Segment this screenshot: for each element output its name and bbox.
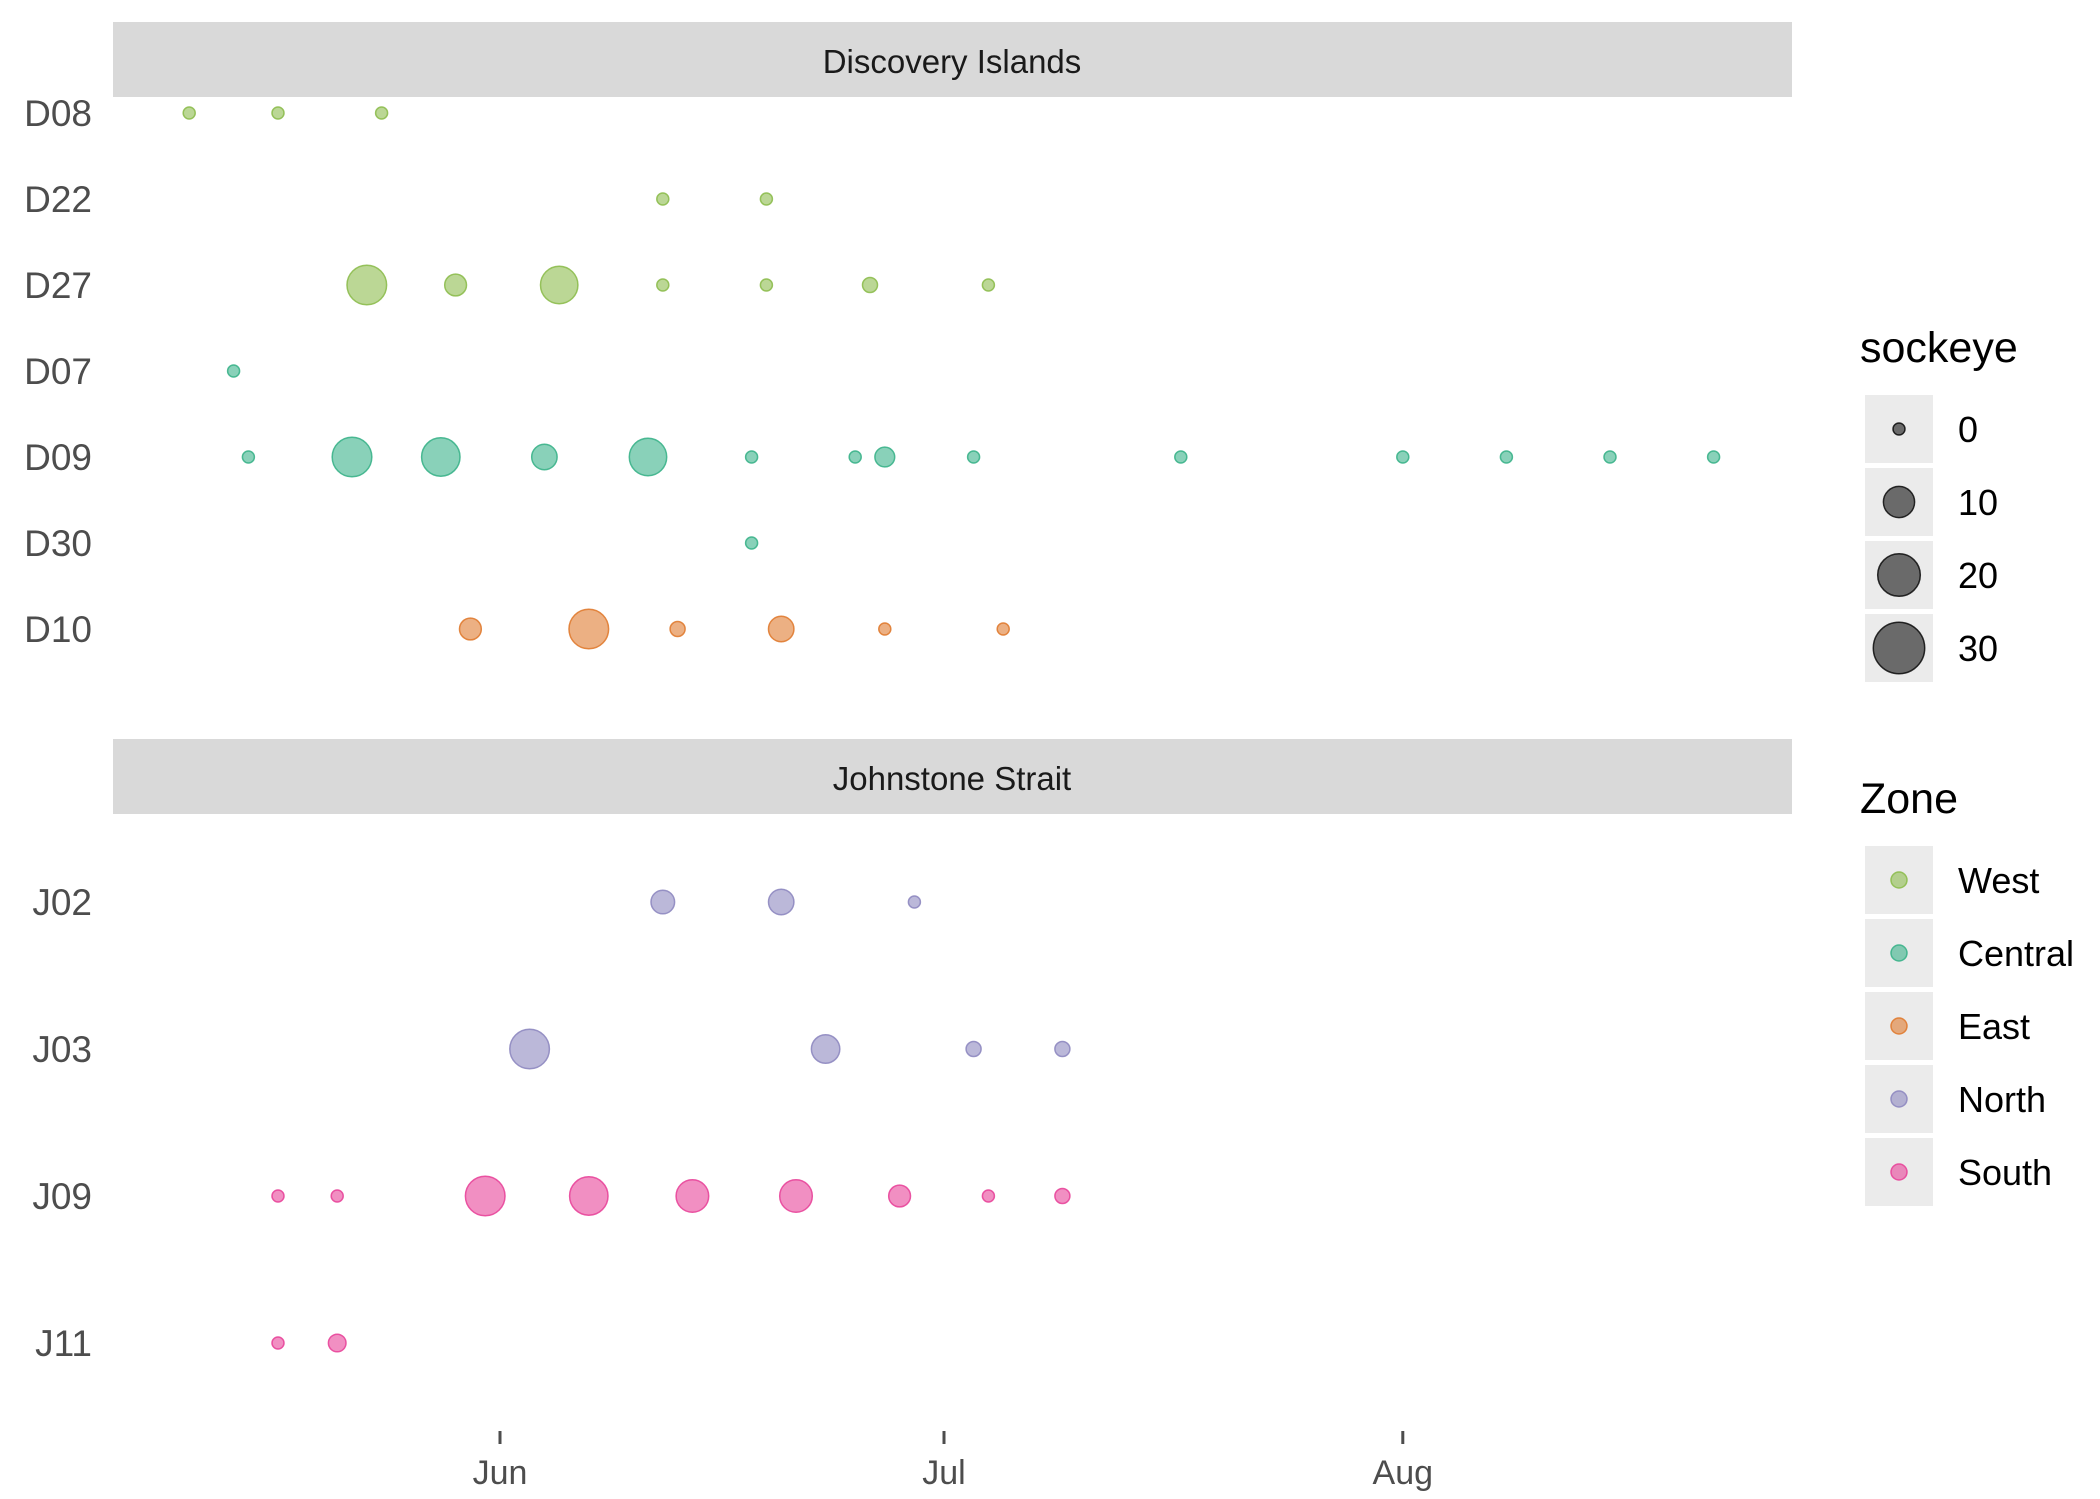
size-legend-label: 30 — [1958, 628, 1998, 669]
data-point — [966, 450, 981, 464]
data-point — [458, 617, 483, 641]
y-tick-label: D07 — [24, 351, 92, 392]
zone-legend-symbol — [1890, 1090, 1908, 1108]
zone-legend-symbol — [1890, 1163, 1908, 1181]
data-point — [981, 278, 996, 292]
x-axis: Jun Jul Aug — [473, 1431, 1433, 1492]
strip-johnstone-strait — [113, 739, 1792, 814]
data-point — [778, 1178, 814, 1214]
data-point — [981, 1189, 996, 1203]
strip-discovery-islands — [113, 22, 1792, 97]
size-legend-symbol — [1892, 422, 1906, 436]
data-point — [1054, 1187, 1071, 1205]
data-point — [1396, 450, 1410, 464]
data-point — [861, 276, 879, 294]
data-point — [443, 273, 468, 297]
data-point — [530, 443, 558, 471]
size-legend-label: 20 — [1958, 555, 1998, 596]
data-point — [182, 106, 196, 120]
data-point — [874, 446, 896, 468]
data-point — [271, 106, 285, 120]
data-point — [1603, 450, 1617, 464]
zone-legend-symbol — [1890, 871, 1908, 889]
size-legend-symbol — [1882, 485, 1916, 519]
data-point — [759, 278, 774, 292]
size-legend-label: 10 — [1958, 482, 1998, 523]
zone-legend-symbol — [1890, 1017, 1908, 1035]
size-legend-symbol — [1876, 552, 1922, 598]
zone-legend-label: North — [1958, 1079, 2046, 1120]
data-point — [767, 888, 795, 916]
data-point — [1499, 450, 1514, 464]
y-tick-label: D10 — [24, 609, 92, 650]
data-point — [374, 106, 389, 120]
zone-legend-label: East — [1958, 1006, 2030, 1047]
data-point — [241, 450, 256, 464]
y-tick-label: D27 — [24, 265, 92, 306]
strip-title-discovery-islands: Discovery Islands — [823, 43, 1082, 80]
size-legend-keys: 0 10 20 30 — [1865, 395, 1998, 682]
strip-title-johnstone-strait: Johnstone Strait — [833, 760, 1071, 797]
y-axis-tick-labels: D08 D22 D27 D07 D09 D30 D10 J02 J03 J09 J11 — [24, 93, 92, 1364]
data-point — [759, 192, 774, 206]
data-point — [1054, 1040, 1071, 1058]
y-tick-label: D08 — [24, 93, 92, 134]
data-point — [878, 622, 892, 636]
data-point — [346, 264, 388, 306]
data-point — [420, 437, 461, 477]
data-point — [271, 1189, 285, 1203]
size-legend-title: sockeye — [1860, 324, 2018, 372]
zone-legend: Zone West Central East North South — [1860, 775, 2074, 1206]
size-legend-symbol — [1872, 621, 1926, 675]
data-point — [568, 1176, 609, 1216]
y-tick-label: J03 — [32, 1029, 92, 1070]
y-tick-label: D22 — [24, 179, 92, 220]
data-point — [226, 364, 241, 378]
data-point — [887, 1184, 912, 1208]
x-tick-label: Jul — [922, 1454, 965, 1492]
data-point — [464, 1175, 506, 1217]
data-point — [767, 615, 795, 643]
data-point — [965, 1040, 982, 1058]
zone-legend-title: Zone — [1860, 775, 1958, 823]
y-tick-label: J02 — [32, 882, 92, 923]
y-tick-label: J09 — [32, 1176, 92, 1217]
zone-legend-label: West — [1958, 860, 2039, 901]
data-point — [810, 1034, 841, 1064]
y-tick-label: D09 — [24, 437, 92, 478]
data-point — [331, 436, 373, 478]
data-point — [656, 192, 670, 206]
data-point — [628, 437, 668, 477]
size-legend: sockeye 0 10 20 30 — [1860, 324, 2018, 682]
data-point — [656, 278, 670, 292]
zone-legend-symbol — [1890, 944, 1908, 962]
size-legend-label: 0 — [1958, 409, 1978, 450]
data-points — [182, 106, 1721, 1353]
data-point — [669, 620, 686, 638]
zone-legend-label: Central — [1958, 933, 2074, 974]
zone-legend-keys: West Central East North South — [1865, 846, 2074, 1206]
zone-legend-label: South — [1958, 1152, 2052, 1193]
data-point — [1706, 450, 1721, 464]
data-point — [1174, 450, 1188, 464]
x-tick-label: Aug — [1373, 1454, 1434, 1492]
data-point — [650, 889, 676, 915]
data-point — [744, 450, 759, 464]
data-point — [996, 622, 1010, 636]
data-point — [568, 608, 610, 650]
y-tick-label: D30 — [24, 523, 92, 564]
data-point — [675, 1178, 710, 1214]
data-point — [509, 1028, 551, 1070]
data-point — [539, 265, 579, 305]
data-point — [330, 1189, 344, 1203]
data-point — [327, 1333, 347, 1353]
data-point — [848, 450, 862, 464]
x-tick-label: Jun — [473, 1454, 528, 1492]
data-point — [744, 536, 759, 550]
data-point — [271, 1336, 285, 1350]
data-point — [907, 895, 922, 909]
y-tick-label: J11 — [35, 1323, 92, 1364]
